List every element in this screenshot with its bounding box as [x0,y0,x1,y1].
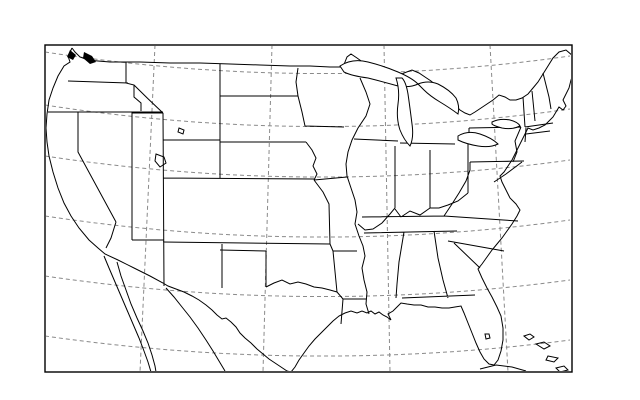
graticule [46,46,571,371]
plot-frame [44,44,573,373]
coastline [46,47,571,371]
great-lakes [339,60,521,148]
